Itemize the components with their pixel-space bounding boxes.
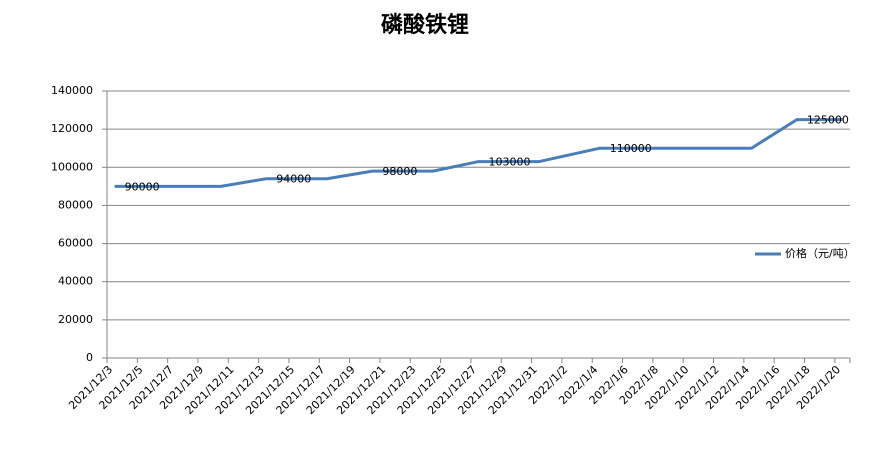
y-tick-label: 120000	[51, 122, 93, 135]
chart-title: 磷酸铁锂	[381, 12, 469, 38]
line-series	[114, 118, 843, 188]
y-tick-label: 40000	[58, 275, 93, 288]
data-label: 103000	[489, 156, 531, 169]
data-label: 125000	[807, 114, 849, 127]
y-tick-label: 60000	[58, 237, 93, 250]
y-tick-label: 100000	[51, 160, 93, 173]
data-label: 98000	[382, 165, 417, 178]
legend-label: 价格（元/吨）	[785, 246, 855, 260]
data-label: 110000	[610, 142, 652, 155]
y-tick-label: 80000	[58, 198, 93, 211]
y-tick-label: 20000	[58, 313, 93, 326]
data-label: 94000	[276, 173, 311, 186]
y-tick-label: 0	[86, 351, 93, 364]
data-label: 90000	[125, 180, 160, 193]
y-tick-label: 140000	[51, 84, 93, 97]
